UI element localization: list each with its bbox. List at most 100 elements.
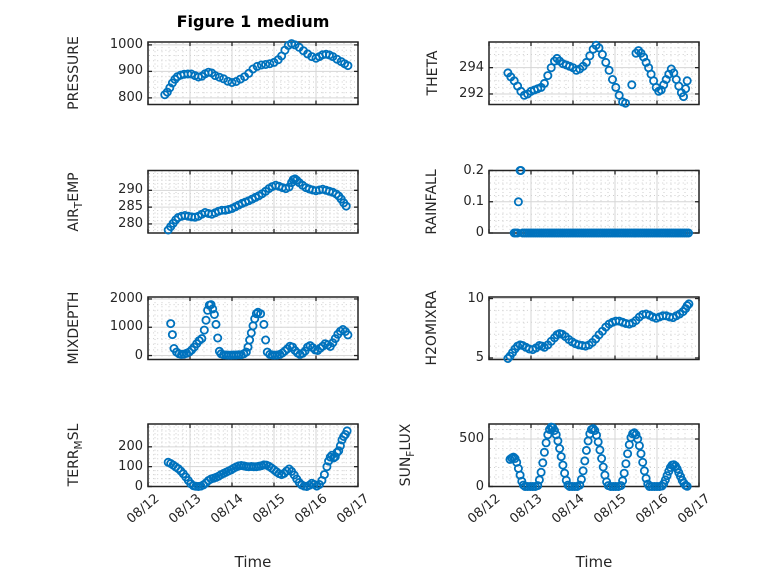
marker — [578, 466, 588, 476]
marker — [631, 430, 641, 440]
marker — [638, 457, 648, 467]
plot-frame — [147, 169, 359, 234]
marker — [608, 75, 618, 85]
mixdepth-ytick-label: 0 — [134, 347, 143, 363]
marker — [636, 449, 646, 459]
pressure-series — [160, 39, 353, 100]
marker — [261, 335, 271, 345]
marker — [556, 452, 566, 462]
marker — [679, 92, 689, 102]
marker — [682, 481, 692, 491]
marker — [284, 464, 294, 474]
subplot-pressure — [147, 39, 359, 106]
marker — [623, 449, 633, 459]
sun_flux-ylabel: SUNFLUX — [398, 375, 417, 535]
marker — [259, 319, 269, 329]
marker — [604, 65, 614, 75]
marker — [256, 309, 266, 319]
marker — [581, 57, 591, 67]
pressure-ytick-label: 900 — [118, 63, 143, 79]
air_temp-ytick-label: 290 — [118, 182, 143, 198]
marker — [601, 57, 611, 67]
marker — [684, 228, 694, 238]
marker — [660, 475, 670, 485]
subplot-air_temp — [147, 169, 359, 235]
marker — [614, 90, 624, 100]
mixdepth-ytick-label: 1000 — [109, 319, 143, 335]
marker — [335, 441, 345, 451]
marker — [503, 353, 513, 363]
plot-frame — [147, 423, 359, 488]
marker — [550, 425, 560, 435]
plot-frame — [488, 296, 700, 361]
marker — [619, 468, 629, 478]
marker — [513, 197, 523, 207]
axis-ticks — [147, 170, 359, 233]
marker — [662, 471, 672, 481]
marker — [555, 443, 565, 453]
marker — [284, 182, 294, 192]
marker — [593, 437, 603, 447]
marker — [539, 447, 549, 457]
marker — [256, 60, 266, 70]
subplot-h2omixra — [488, 296, 700, 363]
marker — [581, 445, 591, 455]
ylabel-text: THETA — [425, 50, 441, 96]
theta-ytick-label: 294 — [459, 59, 484, 75]
ylabel-text: EMP — [66, 172, 82, 202]
marker — [265, 59, 275, 69]
marker — [560, 468, 570, 478]
ylabel-text: RAINFALL — [424, 169, 440, 235]
sun_flux-series — [505, 422, 692, 491]
sun_flux-ytick-label: 500 — [459, 431, 484, 446]
major-grid — [489, 297, 699, 360]
marker — [543, 71, 553, 81]
major-grid — [489, 424, 699, 487]
marker — [597, 50, 607, 60]
marker — [341, 201, 351, 211]
marker — [684, 299, 694, 309]
air_temp-series — [163, 174, 351, 235]
marker — [210, 71, 220, 81]
marker — [585, 51, 595, 61]
marker — [167, 330, 177, 340]
h2omixra-series — [503, 299, 694, 363]
h2omixra-ytick-label: 5 — [475, 349, 484, 365]
terr_msl-ytick-label: 0 — [134, 478, 143, 494]
marker — [558, 460, 568, 470]
terr_msl-series — [163, 426, 352, 491]
marker — [252, 61, 262, 71]
marker — [621, 459, 631, 469]
marker — [213, 333, 223, 343]
marker — [595, 445, 605, 455]
ylabel-subscript: F — [405, 450, 417, 457]
plot-frame — [147, 41, 359, 106]
marker — [334, 446, 344, 456]
marker — [332, 447, 342, 457]
marker — [223, 76, 233, 86]
subplot-sun_flux — [488, 422, 700, 491]
marker — [199, 325, 209, 335]
ylabel-text: TERR — [66, 449, 82, 487]
marker — [583, 436, 593, 446]
marker — [575, 480, 585, 490]
marker — [627, 80, 637, 90]
rainfall-series — [509, 165, 694, 238]
mixdepth-series — [166, 300, 353, 360]
marker — [616, 481, 626, 491]
marker — [241, 347, 251, 357]
x-axis-label-right: Time — [575, 553, 613, 571]
marker — [543, 430, 553, 440]
plot-frame — [147, 296, 359, 361]
theta-series — [503, 40, 692, 108]
marker — [590, 425, 600, 435]
marker — [639, 466, 649, 476]
ylabel-subscript: M — [73, 440, 85, 450]
major-grid — [489, 170, 699, 233]
marker — [246, 328, 256, 338]
marker — [342, 426, 352, 436]
ylabel-text: MIXDEPTH — [66, 291, 82, 365]
marker — [538, 458, 548, 468]
